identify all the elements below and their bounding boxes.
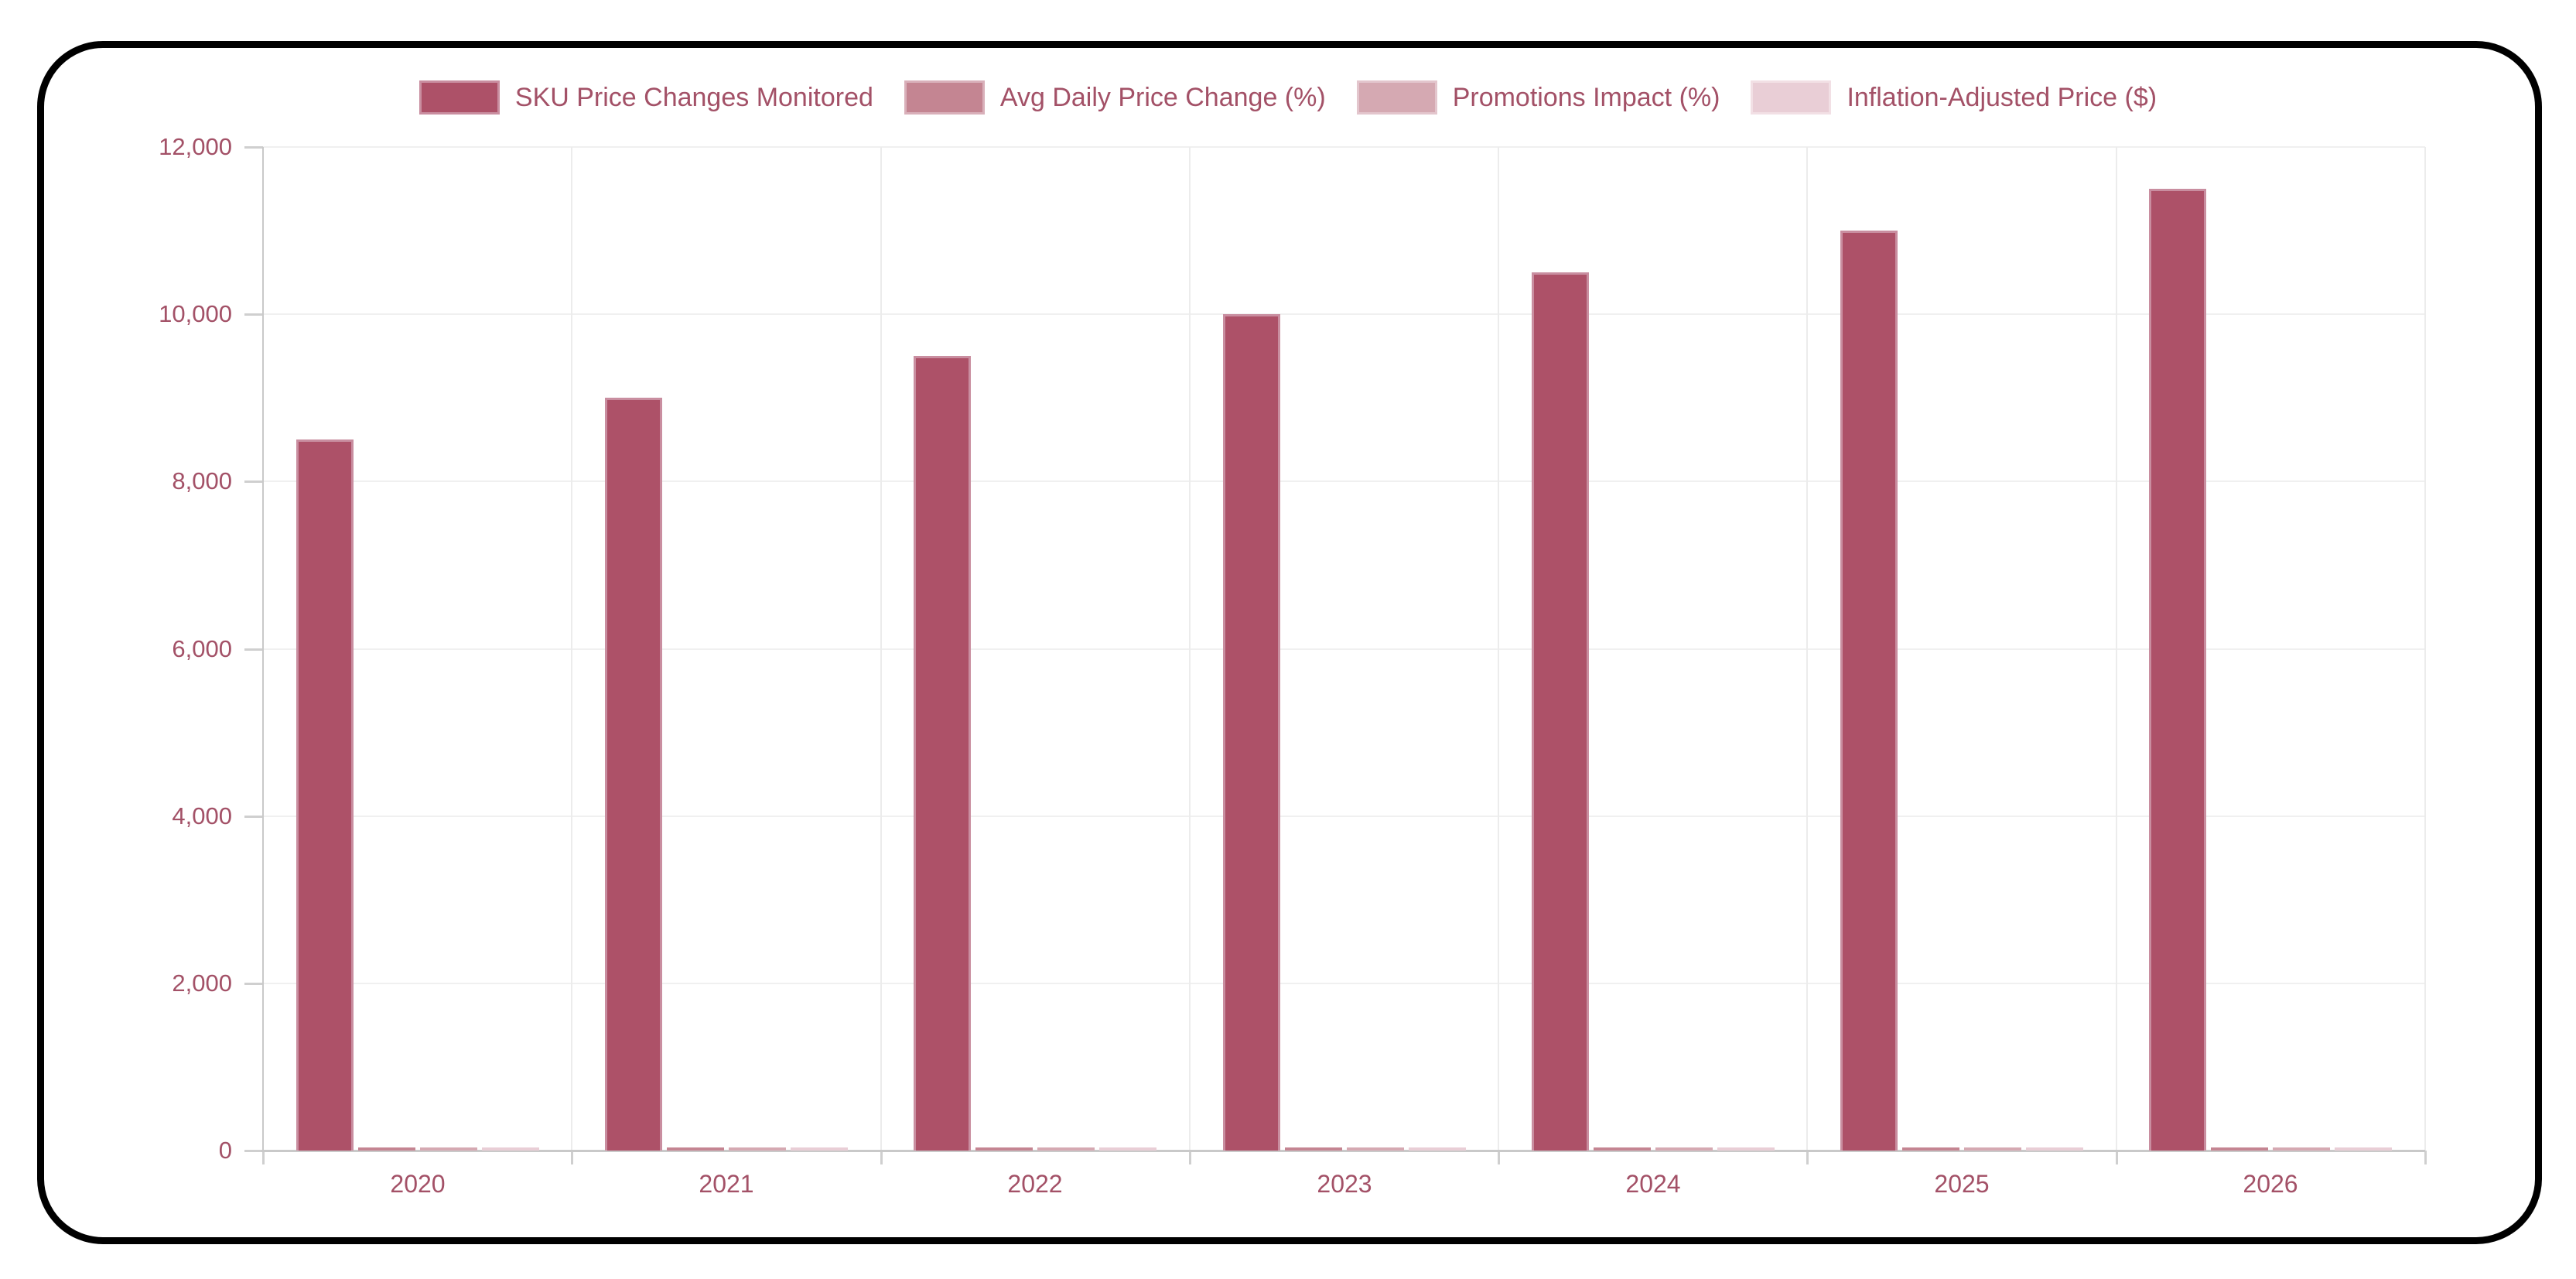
bar-2026-series-3 [2335,1147,2392,1151]
y-axis-tick-label: 2,000 [172,970,232,997]
bar-2025-series-2 [1964,1147,2021,1151]
legend-swatch-icon [419,80,500,115]
y-gridline [263,816,2425,817]
page-frame [37,41,2542,1244]
bar-2026-series-1 [2211,1147,2268,1151]
x-gridline [880,147,882,1151]
bar-2020-series-0 [296,439,354,1151]
bar-2025-series-3 [2026,1147,2083,1151]
bar-2022-series-3 [1099,1147,1156,1151]
x-axis-tick-mark [262,1151,265,1164]
legend-label: Avg Daily Price Change (%) [999,83,1326,112]
x-axis-tick-mark [1498,1151,1500,1164]
legend-label: SKU Price Changes Monitored [514,83,873,112]
x-axis-tick-mark [880,1151,883,1164]
x-gridline [571,147,572,1151]
legend-item-series-1[interactable]: Avg Daily Price Change (%) [904,80,1326,115]
y-axis-tick-label: 6,000 [172,635,232,662]
y-axis-tick-label: 4,000 [172,802,232,829]
x-axis-tick-label: 2023 [1317,1170,1372,1198]
bar-2022-series-1 [975,1147,1033,1151]
bar-2026-series-0 [2149,189,2206,1151]
bar-2021-series-1 [667,1147,724,1151]
bar-2026-series-2 [2273,1147,2330,1151]
x-axis-tick-mark [1806,1151,1809,1164]
x-axis-tick-label: 2022 [1007,1170,1063,1198]
y-axis-tick-mark [244,146,263,149]
bar-2022-series-0 [914,356,971,1151]
bar-2023-series-2 [1347,1147,1404,1151]
x-axis-tick-mark [571,1151,573,1164]
y-axis-tick-label: 0 [218,1137,232,1164]
legend-swatch-icon [904,80,985,115]
legend-item-series-3[interactable]: Inflation-Adjusted Price ($) [1751,80,2157,115]
x-gridline [1498,147,1499,1151]
y-axis-tick-mark [244,480,263,483]
legend-item-series-2[interactable]: Promotions Impact (%) [1356,80,1720,115]
x-gridline [1189,147,1191,1151]
bar-2021-series-0 [605,398,662,1151]
x-gridline [1806,147,1808,1151]
legend-item-series-0[interactable]: SKU Price Changes Monitored [419,80,873,115]
y-axis-tick-mark [244,983,263,985]
x-axis-tick-label: 2024 [1625,1170,1681,1198]
x-axis-tick-label: 2021 [699,1170,754,1198]
x-gridline [2424,147,2426,1151]
legend-label: Inflation-Adjusted Price ($) [1847,83,2157,112]
bar-2020-series-1 [358,1147,415,1151]
bar-2023-series-3 [1409,1147,1466,1151]
legend-swatch-icon [1751,80,1832,115]
bar-2024-series-3 [1717,1147,1775,1151]
bar-2024-series-2 [1655,1147,1713,1151]
y-gridline [263,648,2425,650]
x-axis-tick-mark [2116,1151,2118,1164]
legend-swatch-icon [1356,80,1437,115]
y-gridline [263,313,2425,315]
y-axis-tick-mark [244,816,263,818]
y-axis-tick-label: 8,000 [172,467,232,494]
bar-2023-series-1 [1285,1147,1342,1151]
x-axis-tick-label: 2026 [2243,1170,2298,1198]
bar-2025-series-0 [1840,231,1898,1151]
bar-2023-series-0 [1223,314,1280,1151]
y-gridline [263,146,2425,148]
bar-2021-series-3 [791,1147,848,1151]
bar-2024-series-0 [1532,272,1589,1151]
bar-2020-series-2 [420,1147,477,1151]
y-gridline [263,480,2425,482]
x-axis-tick-mark [2424,1151,2427,1164]
y-axis-tick-mark [244,1150,263,1152]
legend-label: Promotions Impact (%) [1452,83,1720,112]
bar-2021-series-2 [729,1147,786,1151]
chart-legend: SKU Price Changes Monitored Avg Daily Pri… [0,80,2576,115]
x-axis-line [261,1150,2425,1152]
bar-2025-series-1 [1902,1147,1959,1151]
y-axis-tick-mark [244,648,263,651]
x-axis-tick-label: 2025 [1934,1170,1990,1198]
y-axis-tick-mark [244,313,263,316]
bar-2024-series-1 [1594,1147,1651,1151]
bar-2020-series-3 [482,1147,539,1151]
x-axis-tick-mark [1189,1151,1191,1164]
y-axis-tick-label: 12,000 [159,133,232,160]
y-gridline [263,983,2425,984]
x-gridline [2116,147,2117,1151]
y-axis-tick-label: 10,000 [159,300,232,327]
bar-2022-series-2 [1037,1147,1095,1151]
y-axis-line [262,147,264,1151]
x-axis-tick-label: 2020 [390,1170,446,1198]
